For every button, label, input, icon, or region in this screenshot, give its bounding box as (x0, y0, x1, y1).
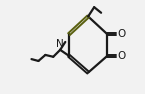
Text: O: O (117, 51, 126, 61)
Text: N: N (56, 39, 64, 49)
Text: O: O (117, 29, 126, 39)
